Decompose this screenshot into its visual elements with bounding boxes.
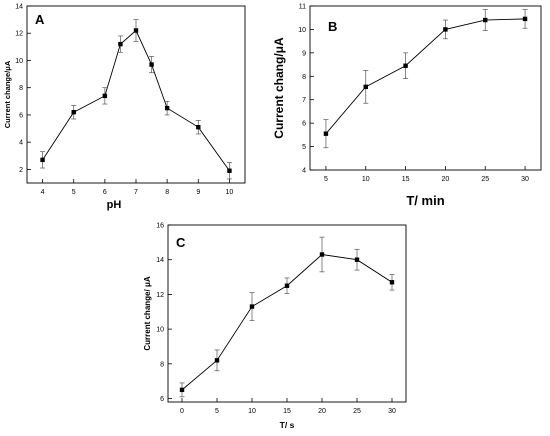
x-tick-label: 8 — [165, 189, 169, 196]
data-point — [389, 280, 395, 285]
series-line — [181, 254, 393, 391]
panel-letter: B — [328, 19, 337, 34]
data-point — [483, 17, 488, 23]
data-point — [443, 27, 448, 32]
data-point — [118, 41, 123, 47]
panel-letter: C — [176, 235, 186, 250]
chart-panel-b: 5 10 15 20 25 30 4 5 6 7 8 9 10 11 B T/ min Current chan… — [272, 4, 542, 208]
x-tick-label: 5 — [324, 176, 328, 183]
data-point — [403, 63, 408, 68]
x-tick-label: 20 — [318, 408, 326, 415]
x-tick-label: 5 — [72, 189, 76, 196]
x-tick-label: 4 — [41, 189, 45, 196]
plot-frame — [167, 224, 407, 403]
x-tick-label: 10 — [362, 176, 370, 183]
x-tick-label: 6 — [103, 189, 107, 196]
y-tick-label: 8 — [160, 361, 164, 368]
y-axis-label: Current change/μA — [3, 60, 12, 128]
chart-panel-a: 4 5 6 7 8 9 10 2 4 6 8 10 12 14 ApH Current change/μA — [3, 4, 246, 211]
y-tick-label: 11 — [299, 4, 306, 11]
x-tick-label: 0 — [180, 408, 184, 415]
data-point — [363, 84, 368, 90]
y-tick-label: 6 — [19, 112, 23, 119]
data-point — [319, 252, 325, 257]
x-tick-label: 15 — [283, 408, 291, 415]
y-axis-label: Current change/ μA — [143, 276, 152, 350]
x-tick-label: 5 — [215, 408, 219, 415]
x-tick-label: 9 — [196, 189, 200, 196]
data-point — [71, 110, 76, 115]
y-tick-label: 6 — [160, 396, 164, 403]
data-point — [354, 257, 360, 262]
x-tick-label: 10 — [226, 189, 234, 196]
y-tick-label: 14 — [156, 257, 164, 264]
y-tick-label: 7 — [302, 97, 306, 104]
x-tick-label: 15 — [402, 176, 410, 183]
y-tick-label: 4 — [19, 140, 23, 147]
data-point — [179, 387, 185, 393]
data-point — [227, 168, 232, 173]
x-tick-label: 7 — [134, 189, 138, 196]
y-tick-label: 12 — [15, 31, 23, 38]
y-tick-label: 10 — [156, 327, 164, 334]
y-tick-label: 10 — [15, 58, 23, 65]
series-line — [325, 18, 526, 134]
y-tick-label: 14 — [15, 4, 23, 11]
y-tick-label: 8 — [302, 74, 306, 81]
data-point — [249, 304, 255, 309]
data-point — [522, 16, 528, 22]
data-point — [196, 124, 201, 130]
x-tick-label: 25 — [481, 176, 489, 183]
y-tick-label: 4 — [302, 168, 306, 175]
data-point — [149, 62, 154, 67]
y-tick-label: 12 — [156, 292, 164, 299]
plot-frame — [309, 5, 542, 171]
x-tick-label: 30 — [388, 408, 396, 415]
y-axis-label: Current chang/μA — [272, 37, 286, 139]
series-line — [42, 29, 230, 172]
x-tick-label: 20 — [442, 176, 450, 183]
y-tick-label: 8 — [19, 85, 23, 92]
x-tick-label: 25 — [353, 408, 361, 415]
y-tick-label: 6 — [302, 121, 306, 128]
panel-letter: A — [35, 12, 45, 27]
y-tick-label: 16 — [156, 223, 164, 230]
data-point — [214, 358, 220, 363]
chart-panel-c: 0 5 10 15 20 25 30 6 8 10 12 14 16 C T/ s Current chang… — [143, 223, 407, 430]
data-point — [102, 93, 108, 99]
x-axis-label: T/ min — [406, 193, 444, 208]
y-tick-label: 5 — [302, 144, 306, 151]
y-tick-label: 9 — [302, 50, 306, 57]
x-tick-label: 30 — [521, 176, 529, 183]
data-point — [164, 105, 170, 111]
data-point — [40, 157, 45, 163]
y-tick-label: 2 — [19, 167, 23, 174]
x-axis-label: pH — [107, 199, 122, 211]
data-point — [323, 131, 329, 136]
x-axis-label: T/ s — [280, 420, 295, 430]
x-tick-label: 10 — [248, 408, 256, 415]
y-tick-label: 10 — [298, 27, 306, 34]
data-point — [133, 28, 139, 33]
data-point — [284, 283, 290, 288]
